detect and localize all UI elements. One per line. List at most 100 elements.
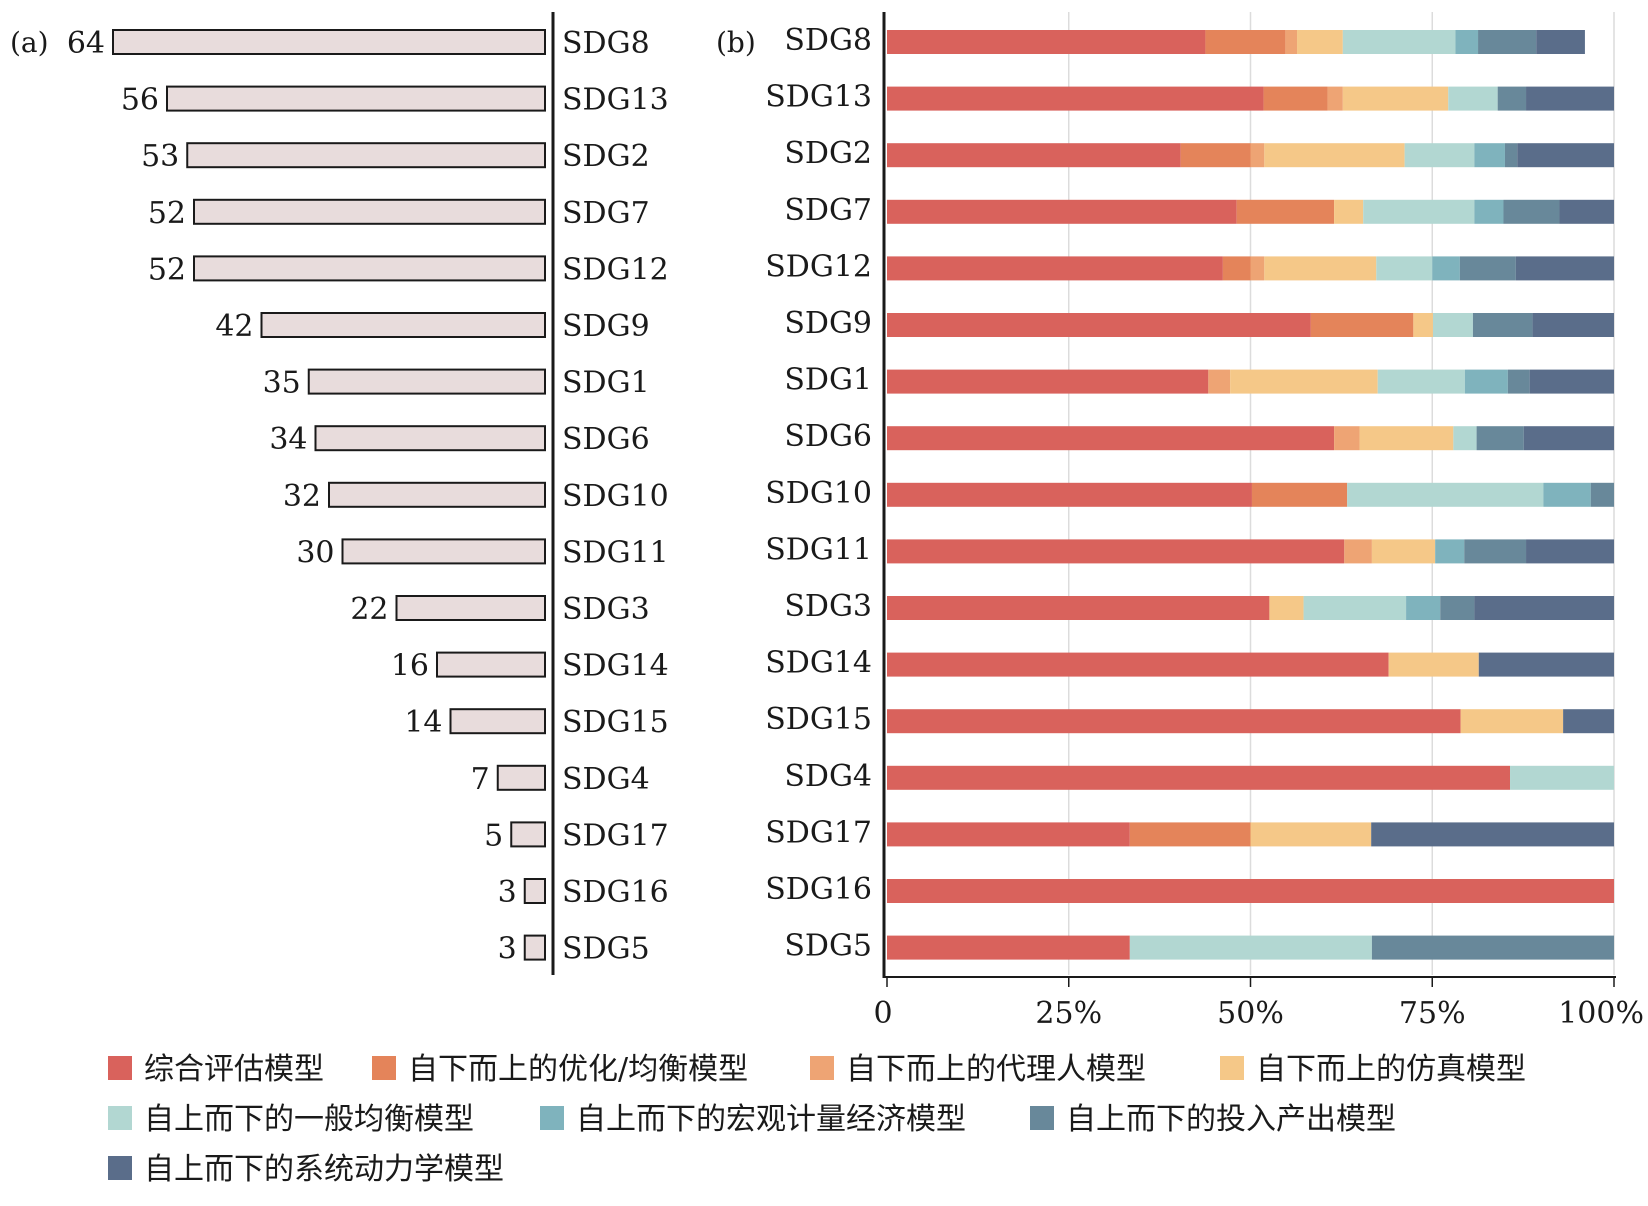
legend-swatch-2 bbox=[372, 1056, 396, 1080]
data-label-a-sdg12: 52 bbox=[148, 252, 186, 287]
bar-b-sdg11-series-3 bbox=[1344, 539, 1372, 564]
panel-label-a: (a) bbox=[10, 26, 49, 59]
bar-b-sdg8-series-8 bbox=[1536, 30, 1585, 54]
category-label-a-sdg8: SDG8 bbox=[562, 26, 650, 61]
bar-b-sdg5-series-5 bbox=[1129, 935, 1372, 960]
bar-a-sdg14 bbox=[436, 651, 546, 678]
bar-b-sdg14-series-8 bbox=[1478, 652, 1614, 677]
bar-b-sdg2-series-3 bbox=[1250, 143, 1265, 168]
data-label-a-sdg15: 14 bbox=[404, 705, 442, 740]
bar-b-sdg1-series-8 bbox=[1529, 369, 1614, 394]
bar-b-sdg7-series-8 bbox=[1559, 199, 1614, 224]
legend-label-7: 自上而下的投入产出模型 bbox=[1066, 1102, 1396, 1137]
bar-b-sdg3-series-5 bbox=[1303, 596, 1407, 620]
bar-b-sdg5-series-1 bbox=[887, 935, 1130, 960]
bar-a-sdg8 bbox=[112, 29, 546, 55]
bar-b-sdg1-series-1 bbox=[887, 369, 1209, 394]
bar-b-sdg16-series-1 bbox=[887, 879, 1614, 903]
data-label-a-sdg8: 64 bbox=[67, 26, 105, 61]
x-tick-label-100: 100% bbox=[1558, 996, 1644, 1031]
bar-a-sdg11 bbox=[341, 538, 546, 565]
bar-b-sdg9-series-1 bbox=[887, 313, 1311, 337]
legend-label-1: 综合评估模型 bbox=[144, 1052, 324, 1087]
bar-b-sdg8-series-4 bbox=[1297, 30, 1343, 54]
data-label-a-sdg3: 22 bbox=[350, 592, 388, 627]
bar-a-sdg15 bbox=[449, 708, 546, 735]
legend-label-5: 自上而下的一般均衡模型 bbox=[144, 1102, 474, 1137]
category-label-a-sdg13: SDG13 bbox=[562, 83, 669, 118]
data-label-a-sdg17: 5 bbox=[484, 818, 503, 853]
bar-b-sdg10-series-2 bbox=[1251, 482, 1348, 507]
bar-b-sdg17-series-2 bbox=[1129, 822, 1251, 847]
category-label-a-sdg9: SDG9 bbox=[562, 309, 650, 344]
category-label-b-sdg16: SDG16 bbox=[765, 872, 872, 907]
bar-a-sdg5 bbox=[523, 934, 546, 961]
bar-b-sdg8-series-6 bbox=[1455, 30, 1479, 54]
bar-b-sdg8-series-7 bbox=[1478, 30, 1537, 54]
bar-b-sdg15-series-8 bbox=[1563, 709, 1614, 734]
bar-b-sdg3-series-6 bbox=[1406, 596, 1441, 620]
bar-b-sdg3-series-4 bbox=[1269, 596, 1304, 620]
bar-b-sdg7-series-7 bbox=[1503, 199, 1560, 224]
legend-label-3: 自下而上的代理人模型 bbox=[846, 1052, 1146, 1087]
bar-b-sdg10-series-1 bbox=[887, 482, 1252, 507]
bar-b-sdg9-series-5 bbox=[1432, 313, 1473, 337]
bar-b-sdg9-series-8 bbox=[1532, 313, 1614, 337]
legend-label-2: 自下而上的优化/均衡模型 bbox=[408, 1052, 748, 1087]
bar-b-sdg15-series-1 bbox=[887, 709, 1461, 734]
data-label-a-sdg4: 7 bbox=[471, 762, 490, 797]
legend: 综合评估模型 自下而上的优化/均衡模型 自下而上的代理人模型 自下而上的仿真模型自上而… bbox=[108, 1052, 1526, 1187]
bar-b-sdg12-series-3 bbox=[1250, 256, 1265, 281]
bar-a-sdg10 bbox=[328, 481, 546, 508]
legend-swatch-6 bbox=[540, 1106, 564, 1130]
legend-swatch-8 bbox=[108, 1156, 132, 1180]
bar-b-sdg1-series-6 bbox=[1464, 369, 1508, 394]
bar-b-sdg17-series-8 bbox=[1371, 822, 1614, 847]
data-label-a-sdg7: 52 bbox=[148, 196, 186, 231]
bar-b-sdg14-series-1 bbox=[887, 652, 1389, 677]
bar-b-sdg1-series-7 bbox=[1507, 369, 1530, 394]
bar-b-sdg8-series-1 bbox=[887, 30, 1206, 54]
bar-b-sdg6-series-3 bbox=[1334, 426, 1360, 451]
bar-b-sdg11-series-1 bbox=[887, 539, 1345, 564]
bar-b-sdg10-series-7 bbox=[1590, 482, 1614, 507]
bar-b-sdg13-series-2 bbox=[1263, 86, 1328, 111]
data-label-a-sdg14: 16 bbox=[391, 649, 429, 684]
bar-b-sdg13-series-5 bbox=[1448, 86, 1498, 111]
bar-a-sdg7 bbox=[193, 198, 546, 225]
bar-b-sdg13-series-4 bbox=[1342, 86, 1449, 111]
bar-b-sdg2-series-6 bbox=[1474, 143, 1505, 168]
bar-b-sdg12-series-6 bbox=[1432, 256, 1460, 281]
category-label-b-sdg17: SDG17 bbox=[765, 815, 872, 850]
bar-b-sdg1-series-4 bbox=[1230, 369, 1378, 394]
bar-b-sdg11-series-8 bbox=[1526, 539, 1614, 564]
data-label-a-sdg11: 30 bbox=[296, 535, 334, 570]
category-label-a-sdg16: SDG16 bbox=[562, 875, 669, 910]
category-label-a-sdg12: SDG12 bbox=[562, 252, 669, 287]
bar-b-sdg4-series-5 bbox=[1510, 765, 1614, 790]
bar-b-sdg2-series-2 bbox=[1180, 143, 1251, 168]
bar-b-sdg15-series-4 bbox=[1460, 709, 1564, 734]
bar-b-sdg6-series-5 bbox=[1453, 426, 1477, 451]
category-label-b-sdg7: SDG7 bbox=[784, 193, 872, 228]
bar-b-sdg6-series-8 bbox=[1523, 426, 1614, 451]
bar-b-sdg7-series-4 bbox=[1334, 199, 1364, 224]
bar-b-sdg3-series-7 bbox=[1440, 596, 1475, 620]
legend-swatch-1 bbox=[108, 1056, 132, 1080]
bar-b-sdg14-series-4 bbox=[1388, 652, 1479, 677]
bar-b-sdg8-series-2 bbox=[1205, 30, 1286, 54]
category-label-b-sdg1: SDG1 bbox=[784, 363, 872, 398]
legend-swatch-4 bbox=[1220, 1056, 1244, 1080]
legend-label-4: 自下而上的仿真模型 bbox=[1256, 1052, 1526, 1087]
category-label-a-sdg5: SDG5 bbox=[562, 932, 650, 967]
bar-b-sdg7-series-5 bbox=[1363, 199, 1475, 224]
bar-b-sdg17-series-4 bbox=[1250, 822, 1372, 847]
category-label-a-sdg10: SDG10 bbox=[562, 479, 669, 514]
x-tick-label-25: 25% bbox=[1035, 996, 1102, 1031]
bar-b-sdg12-series-5 bbox=[1376, 256, 1433, 281]
legend-swatch-7 bbox=[1030, 1106, 1054, 1130]
category-label-b-sdg5: SDG5 bbox=[784, 929, 872, 964]
bar-a-sdg1 bbox=[307, 368, 546, 395]
bar-b-sdg13-series-8 bbox=[1526, 86, 1614, 111]
